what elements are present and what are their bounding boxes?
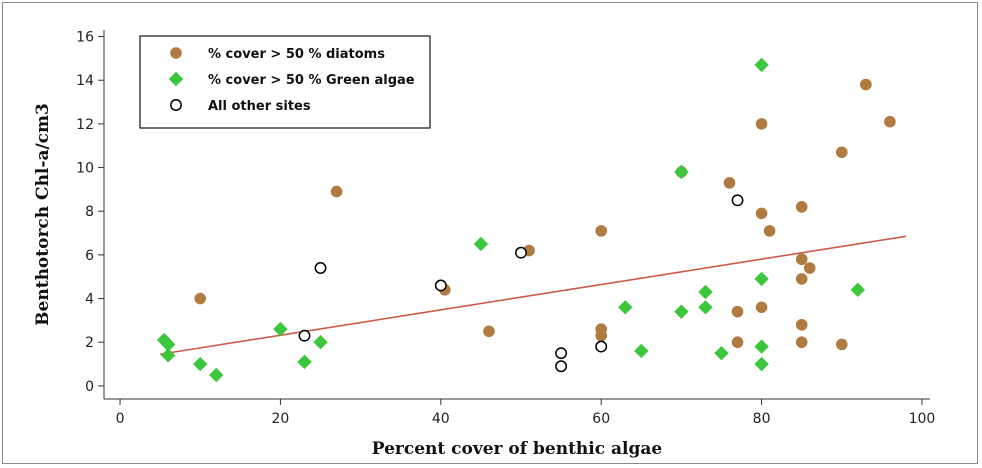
- diatom-point: [755, 301, 768, 314]
- legend-marker: [170, 99, 182, 111]
- green-algae-point: [754, 57, 769, 73]
- data-points: [156, 57, 896, 383]
- green-algae-point: [618, 300, 633, 315]
- legend-item-diatoms: % cover > 50 % diatoms: [170, 47, 385, 62]
- green-algae-point: [156, 332, 172, 348]
- x-tick-label: 0: [116, 411, 125, 427]
- other-site-point: [731, 194, 744, 207]
- y-tick-label: 4: [85, 292, 94, 308]
- green-algae-point: [754, 271, 769, 287]
- green-algae-point: [160, 337, 176, 352]
- y-tick-label: 2: [85, 335, 94, 351]
- axes: [103, 30, 930, 400]
- legend-label: % cover > 50 % Green algae: [208, 73, 415, 88]
- green-algae-point: [754, 356, 769, 372]
- diatom-point: [330, 185, 343, 198]
- green-algae-point: [273, 321, 288, 337]
- green-algae-point: [674, 304, 689, 319]
- trendline: [160, 235, 907, 356]
- green-algae-point: [297, 354, 312, 370]
- diatom-point: [835, 146, 848, 159]
- other-site-point: [434, 279, 447, 292]
- diatom-point: [803, 262, 816, 274]
- diatom-point: [884, 115, 896, 128]
- green-algae-point: [754, 339, 769, 354]
- green-algae-point: [209, 367, 224, 383]
- x-tick-label: 20: [272, 411, 290, 427]
- other-site-point: [314, 262, 327, 274]
- other-site-point: [555, 347, 568, 360]
- green-algae-point: [698, 284, 713, 300]
- legend-item-other-sites: All other sites: [170, 99, 311, 114]
- y-tick-label: 0: [85, 379, 94, 395]
- legend-label: % cover > 50 % diatoms: [208, 47, 385, 62]
- x-tick-label: 60: [592, 411, 610, 427]
- y-tick-label: 8: [85, 204, 94, 220]
- diatom-point: [860, 78, 872, 91]
- legend-items: % cover > 50 % diatoms % cover > 50 % Gre…: [168, 47, 415, 114]
- diatom-point: [795, 253, 808, 266]
- trendline-group: [160, 235, 907, 356]
- green-algae-point: [674, 164, 689, 180]
- legend-marker: [170, 47, 182, 59]
- diatom-point: [595, 225, 608, 237]
- green-algae-point: [313, 335, 328, 350]
- green-algae-point: [850, 282, 866, 298]
- x-ticks: 0 20 40 60 80 100: [116, 399, 936, 427]
- diatom-point: [483, 325, 495, 338]
- diatom-point: [835, 338, 848, 351]
- other-site-point: [298, 329, 311, 342]
- diatom-point: [194, 292, 207, 305]
- legend-marker: [168, 71, 184, 87]
- x-axis-label: Percent cover of benthic algae: [372, 439, 663, 459]
- other-site-point: [555, 360, 568, 373]
- y-axis-label: Benthotorch Chl-a/cm3: [33, 103, 53, 326]
- green-algae-point: [698, 300, 713, 315]
- x-tick-label: 100: [909, 411, 936, 427]
- y-ticks: 0 2 4 6 8 10 12 14 16: [76, 30, 104, 395]
- diatom-point: [731, 305, 744, 318]
- diatom-point: [795, 201, 808, 213]
- x-tick-label: 40: [432, 411, 450, 427]
- legend-label: All other sites: [208, 99, 311, 114]
- green-algae-point: [160, 348, 176, 363]
- y-tick-label: 10: [76, 161, 94, 177]
- legend-box: [139, 35, 431, 129]
- other-site-point: [595, 340, 608, 353]
- diatom-point: [755, 207, 768, 220]
- diatom-point: [731, 336, 744, 349]
- diatom-point: [755, 118, 768, 130]
- y-tick-label: 6: [85, 248, 94, 264]
- x-tick-label: 80: [753, 411, 771, 427]
- y-tick-label: 14: [76, 73, 94, 89]
- green-algae-point: [473, 236, 489, 252]
- diatom-point: [795, 318, 808, 331]
- green-algae-point: [634, 343, 649, 359]
- diatom-point: [763, 225, 776, 237]
- y-tick-label: 16: [76, 30, 94, 46]
- green-algae-point: [193, 356, 208, 372]
- other-site-point: [515, 246, 527, 259]
- diatom-point: [795, 336, 808, 349]
- legend-item-green-algae: % cover > 50 % Green algae: [168, 71, 415, 88]
- diatom-point: [595, 329, 608, 342]
- diatom-point: [723, 177, 736, 189]
- green-algae-point: [714, 345, 729, 361]
- legend: % cover > 50 % diatoms % cover > 50 % Gre…: [139, 35, 431, 129]
- y-tick-label: 12: [76, 117, 94, 133]
- diatom-point: [795, 273, 808, 285]
